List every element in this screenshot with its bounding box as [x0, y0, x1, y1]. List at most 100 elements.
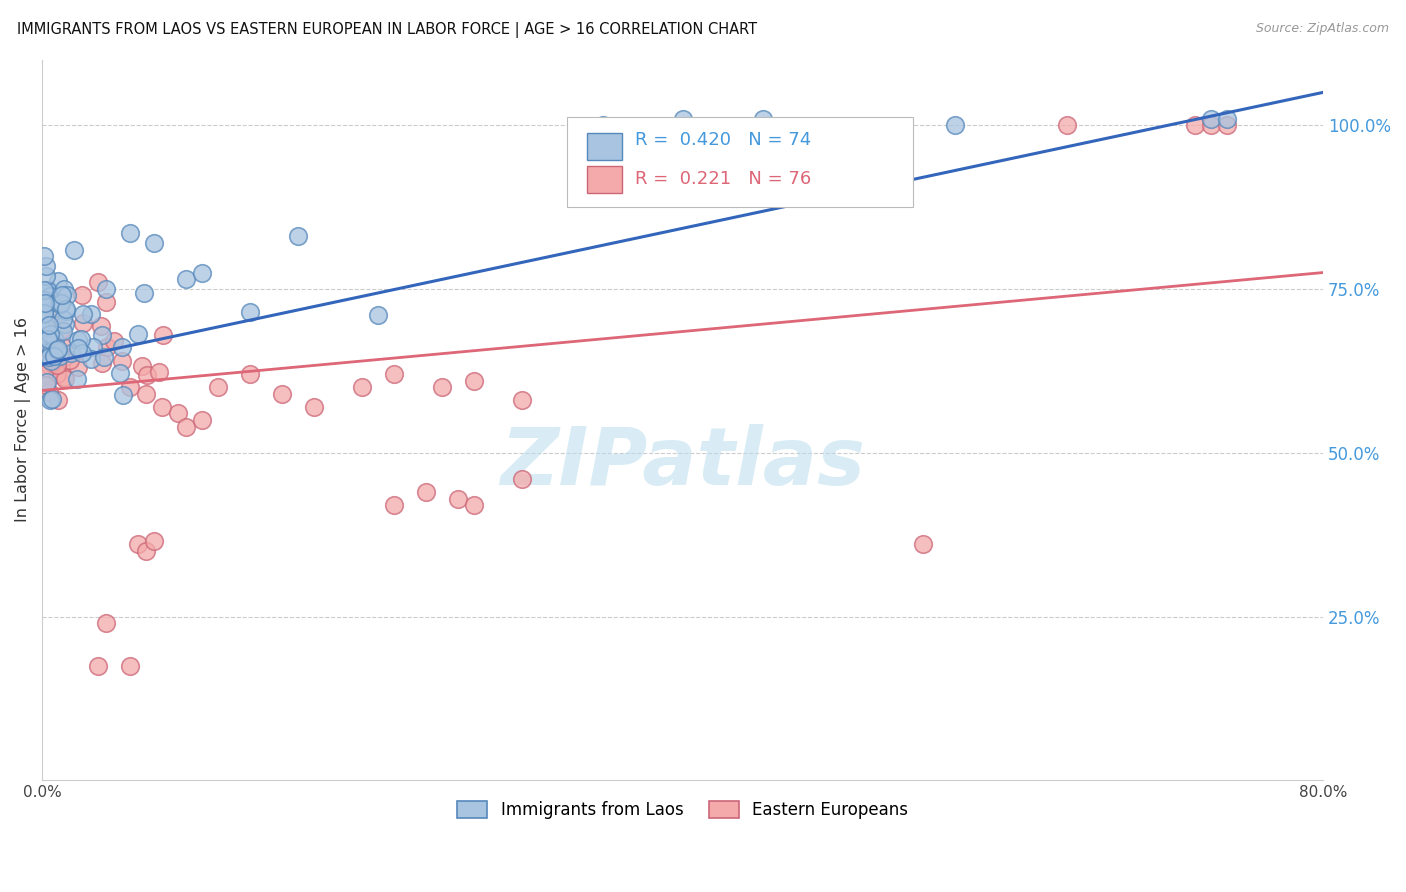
Point [463, 374, 485, 388]
Point [96, 295, 118, 310]
Point [44, 333, 66, 347]
Point [108, 367, 131, 381]
Point [45, 358, 67, 372]
Text: ZIPatlas: ZIPatlas [501, 425, 865, 502]
Point [38, 327, 60, 342]
Point [60, 346, 83, 360]
Point [271, 386, 294, 401]
Point [111, 387, 134, 401]
Point [135, 544, 157, 558]
Point [45, 301, 67, 315]
Point [127, 327, 149, 342]
Point [70, 288, 93, 302]
Point [38, 384, 60, 399]
Point [93, 350, 115, 364]
Point [51, 288, 73, 302]
Point [415, 485, 437, 500]
Point [66, 372, 89, 386]
Point [132, 286, 155, 301]
Text: IMMIGRANTS FROM LAOS VS EASTERN EUROPEAN IN LABOR FORCE | AGE > 16 CORRELATION C: IMMIGRANTS FROM LAOS VS EASTERN EUROPEAN… [17, 22, 756, 38]
Point [90, 356, 112, 370]
Point [32, 293, 55, 307]
Point [39, 393, 62, 408]
Point [120, 658, 142, 673]
Point [55, 350, 77, 364]
Point [38, 351, 60, 366]
Point [32, 249, 55, 263]
Point [1199, 118, 1222, 132]
Point [80, 307, 103, 321]
Point [39, 345, 62, 359]
Point [41, 356, 63, 370]
Point [46, 343, 69, 357]
Point [46, 393, 69, 408]
Point [82, 340, 104, 354]
Point [44, 350, 66, 364]
Text: R =  0.420   N = 74: R = 0.420 N = 74 [636, 131, 811, 149]
Point [152, 327, 174, 342]
Point [672, 112, 695, 126]
Point [70, 332, 93, 346]
Point [42, 351, 65, 366]
Point [48, 296, 70, 310]
Point [37, 375, 59, 389]
Point [352, 380, 374, 394]
Point [67, 333, 90, 347]
Point [191, 413, 214, 427]
Point [287, 229, 309, 244]
Point [1184, 118, 1206, 132]
Point [38, 296, 60, 310]
Point [52, 324, 75, 338]
Point [53, 317, 76, 331]
Legend: Immigrants from Laos, Eastern Europeans: Immigrants from Laos, Eastern Europeans [451, 795, 914, 826]
Point [59, 353, 82, 368]
Point [35, 259, 58, 273]
Point [44, 310, 66, 324]
Point [174, 419, 197, 434]
Point [131, 359, 153, 374]
Point [80, 351, 103, 366]
Point [66, 341, 89, 355]
Point [463, 498, 485, 512]
Point [32, 350, 55, 364]
Point [111, 340, 134, 354]
Point [512, 393, 534, 408]
Point [32, 306, 55, 320]
Point [38, 289, 60, 303]
Y-axis label: In Labor Force | Age > 16: In Labor Force | Age > 16 [15, 318, 31, 523]
Point [55, 304, 77, 318]
Point [367, 308, 389, 322]
Point [52, 312, 75, 326]
Point [32, 307, 55, 321]
Point [512, 472, 534, 486]
Point [35, 320, 58, 334]
FancyBboxPatch shape [568, 117, 914, 207]
Point [592, 118, 614, 132]
Point [96, 282, 118, 296]
Point [148, 365, 170, 379]
Point [432, 380, 454, 394]
Text: Source: ZipAtlas.com: Source: ZipAtlas.com [1256, 22, 1389, 36]
Point [96, 340, 118, 354]
Point [32, 343, 55, 357]
Point [191, 266, 214, 280]
Point [32, 367, 55, 381]
Point [52, 370, 75, 384]
Point [46, 274, 69, 288]
Point [304, 400, 326, 414]
Point [72, 307, 94, 321]
Point [35, 378, 58, 392]
Point [72, 346, 94, 360]
Point [37, 336, 59, 351]
Bar [586, 166, 623, 193]
Point [384, 498, 406, 512]
Point [384, 367, 406, 381]
Point [1216, 118, 1239, 132]
Point [63, 243, 86, 257]
Point [143, 534, 166, 549]
Point [127, 537, 149, 551]
Bar [586, 133, 623, 161]
Point [55, 287, 77, 301]
Point [943, 118, 966, 132]
Point [49, 323, 72, 337]
